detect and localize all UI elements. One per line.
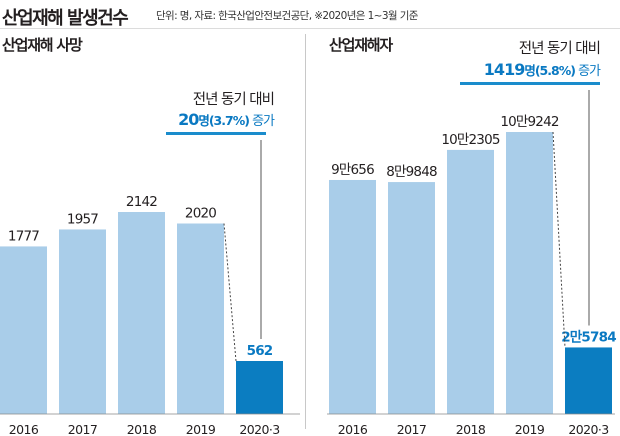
annotation-deaths-suffix: 증가	[248, 114, 275, 129]
annotation-injured-num: 1419	[483, 60, 526, 79]
annotation-deaths-label: 전년 동기 대비	[192, 92, 275, 108]
panel-title-injured: 산업재해자	[329, 36, 393, 54]
value-label-deaths-2017: 1957	[67, 211, 98, 227]
value-label-deaths-2020·3: 562	[247, 343, 273, 359]
bar-deaths-2017	[59, 229, 106, 414]
tick-label-injured-2018: 2018	[456, 422, 486, 436]
tick-label-deaths-2017: 2017	[68, 422, 97, 436]
header-rule	[0, 28, 620, 29]
annotation-deaths-pct: (3.7%)	[208, 113, 250, 128]
panel-divider	[305, 34, 306, 429]
value-label-injured-2016: 9만656	[331, 162, 374, 178]
value-label-injured-2020·3: 2만5784	[561, 329, 616, 345]
annotation-injured-pct: (5.8%)	[534, 63, 576, 78]
tick-label-deaths-2016: 2016	[9, 422, 39, 436]
annotation-injured-value: 1419명(5.8%) 증가	[440, 60, 601, 79]
tick-label-injured-2016: 2016	[338, 422, 368, 436]
connector-injured	[552, 131, 566, 348]
tick-label-deaths-2020·3: 2020·3	[239, 422, 279, 436]
bar-injured-2019	[506, 132, 553, 414]
value-label-injured-2019: 10만9242	[500, 114, 559, 130]
value-label-deaths-2016: 1777	[8, 228, 39, 244]
bar-deaths-2019	[177, 223, 224, 414]
bar-deaths-2018	[118, 212, 165, 414]
annotation-deaths-value: 20명(3.7%) 증가	[120, 110, 275, 129]
annotation-injured-underline	[460, 82, 600, 85]
annotation-deaths-unit: 명	[198, 113, 209, 128]
tick-label-deaths-2019: 2019	[186, 422, 216, 436]
annotation-deaths-underline	[166, 132, 266, 135]
tick-label-injured-2020·3: 2020·3	[568, 422, 608, 436]
annotation-injured-label: 전년 동기 대비	[518, 41, 601, 57]
value-label-deaths-2018: 2142	[126, 194, 157, 210]
bar-injured-2016	[329, 179, 376, 414]
bar-injured-2018	[447, 149, 494, 414]
bar-deaths-2016	[0, 246, 47, 414]
panel-title-deaths: 산업재해 사망	[2, 36, 83, 54]
tick-label-deaths-2018: 2018	[127, 422, 157, 436]
bar-deaths-2020·3	[236, 361, 283, 414]
value-label-injured-2018: 10만2305	[441, 132, 500, 148]
annotation-injured-unit: 명	[524, 63, 535, 78]
source-note: 단위: 명, 자료: 한국산업안전보건공단, ※2020년은 1~3월 기준	[156, 10, 418, 22]
bar-injured-2017	[388, 182, 435, 414]
value-label-deaths-2019: 2020	[185, 206, 216, 222]
value-label-injured-2017: 8만9848	[386, 164, 437, 180]
annotation-deaths-num: 20	[178, 110, 199, 129]
chart-title: 산업재해 발생건수	[2, 8, 129, 29]
annotation-injured-suffix: 증가	[574, 64, 601, 79]
connector-deaths	[223, 223, 237, 362]
bar-injured-2020·3	[565, 347, 612, 414]
tick-label-injured-2017: 2017	[397, 422, 426, 436]
tick-label-injured-2019: 2019	[515, 422, 545, 436]
